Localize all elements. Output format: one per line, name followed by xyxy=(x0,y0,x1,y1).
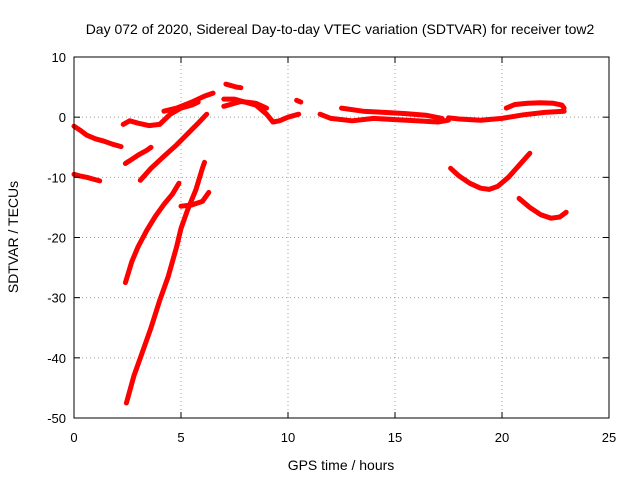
data-series xyxy=(71,81,569,406)
series-arc-6 xyxy=(161,90,216,114)
series-arc-18 xyxy=(448,150,533,192)
axis-ticks: 0 5 10 15 20 25 -50 -40 -30 -20 -10 0 10 xyxy=(47,50,616,445)
grid-lines xyxy=(74,57,609,418)
series-arc-9 xyxy=(178,189,212,209)
series-arc-15 xyxy=(339,105,445,121)
series-arc-2 xyxy=(71,171,103,184)
y-axis-label: SDTVAR / TECUs xyxy=(5,181,21,293)
series-arc-5 xyxy=(137,111,210,183)
x-tick-label: 25 xyxy=(602,430,616,445)
series-arc-1 xyxy=(71,123,124,150)
series-arc-7 xyxy=(122,180,182,286)
x-tick-label: 5 xyxy=(177,430,184,445)
chart-title: Day 072 of 2020, Sidereal Day-to-day VTE… xyxy=(86,21,595,37)
x-tick-label: 20 xyxy=(495,430,509,445)
series-arc-19 xyxy=(516,195,569,221)
y-tick-label: 10 xyxy=(52,50,66,65)
series-arc-16 xyxy=(446,108,567,123)
series-arc-4 xyxy=(122,144,154,166)
x-tick-label: 15 xyxy=(388,430,402,445)
series-arc-17 xyxy=(503,100,567,111)
y-tick-label: -50 xyxy=(47,411,66,426)
x-axis-label: GPS time / hours xyxy=(288,457,395,473)
x-tick-label: 0 xyxy=(70,430,77,445)
y-tick-label: -20 xyxy=(47,231,66,246)
y-tick-label: -30 xyxy=(47,291,66,306)
series-arc-14 xyxy=(317,111,451,125)
y-tick-label: 0 xyxy=(59,110,66,125)
series-arc-12 xyxy=(221,99,270,111)
series-arc-13 xyxy=(294,97,304,105)
series-arc-10 xyxy=(223,81,244,91)
y-tick-label: -10 xyxy=(47,170,66,185)
series-arc-8 xyxy=(123,159,207,406)
y-tick-label: -40 xyxy=(47,351,66,366)
x-tick-label: 10 xyxy=(281,430,295,445)
